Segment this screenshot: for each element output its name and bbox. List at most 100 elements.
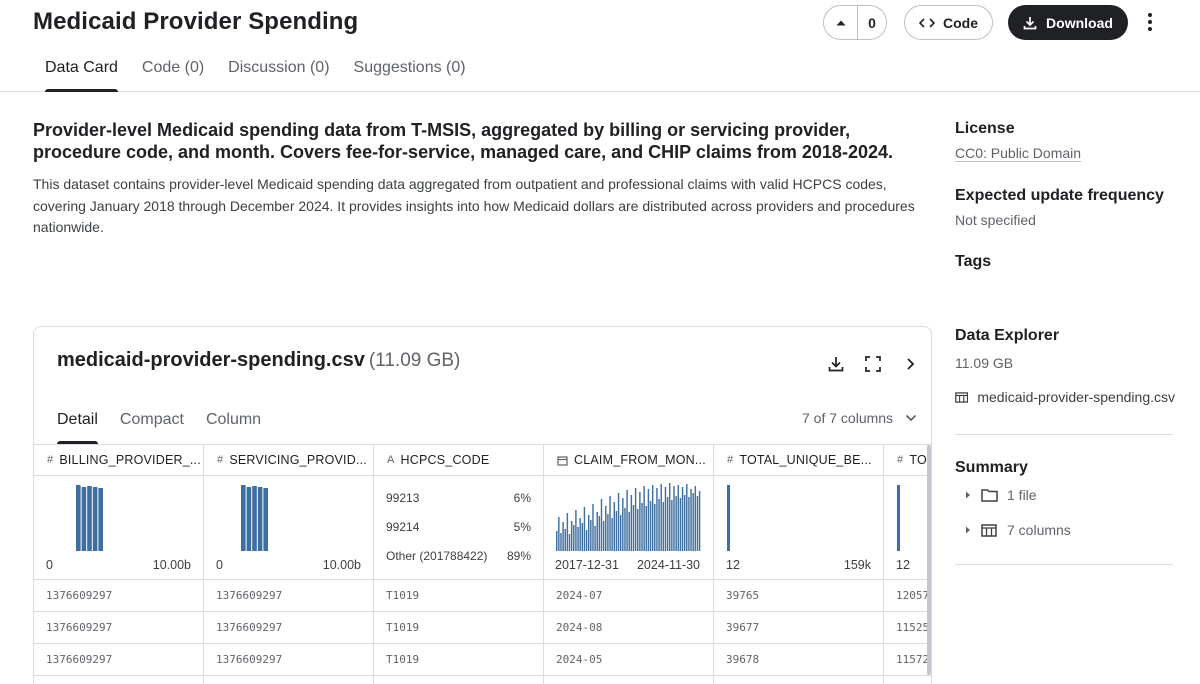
- top-value-percent: 5%: [513, 520, 531, 534]
- summary-columns-row[interactable]: 7 columns: [955, 519, 1071, 541]
- column-name: SERVICING_PROVID...: [229, 453, 367, 467]
- tab-suggestions[interactable]: Suggestions (0): [353, 59, 466, 76]
- dataset-subtitle: Provider-level Medicaid spending data fr…: [33, 120, 893, 162]
- table-cell: T1019: [374, 612, 543, 644]
- histogram-bar: [594, 526, 596, 551]
- summary-columns: 7 columns: [1007, 522, 1071, 538]
- page-tabs: Data Card Code (0) Discussion (0) Sugges…: [33, 58, 478, 92]
- columns-icon: [981, 523, 997, 537]
- code-button[interactable]: Code: [904, 5, 993, 40]
- histogram-bar: [626, 490, 628, 551]
- histogram-bar: [666, 497, 669, 551]
- download-file-icon[interactable]: [824, 352, 848, 376]
- tab-code[interactable]: Code (0): [141, 59, 205, 76]
- download-button[interactable]: Download: [1008, 5, 1128, 40]
- histogram-bar: [690, 489, 692, 551]
- summary-files-row[interactable]: 1 file: [955, 484, 1037, 506]
- range-max: 2024-11-30: [636, 558, 700, 572]
- histogram-bar: [686, 484, 688, 551]
- histogram-bar: [658, 499, 660, 551]
- histogram-bar: [897, 485, 900, 551]
- column-header[interactable]: # SERVICING_PROVID...: [204, 445, 373, 476]
- explorer-file-item[interactable]: medicaid-provider-spending.csv: [955, 386, 1175, 408]
- range-min: 12: [896, 558, 910, 572]
- histogram-bar: [639, 492, 641, 551]
- column-header[interactable]: A HCPCS_CODE: [374, 445, 543, 476]
- histogram-bar: [651, 485, 654, 551]
- range-max: 159k: [843, 558, 871, 572]
- calendar-icon: [557, 455, 568, 466]
- number-type-icon: #: [897, 454, 904, 466]
- table-cell: T1019: [374, 580, 543, 612]
- column-name: BILLING_PROVIDER_...: [59, 453, 201, 467]
- tab-column[interactable]: Column: [205, 411, 262, 428]
- histogram-bar: [81, 487, 87, 551]
- column-name: CLAIM_FROM_MON...: [574, 453, 706, 467]
- histogram-chart: [727, 485, 730, 551]
- histogram-bar: [252, 486, 257, 551]
- table-cell: 2024-05: [544, 644, 713, 676]
- vote-count: 0: [868, 14, 876, 31]
- column-header[interactable]: # TOTAL_UNIQUE_BE...: [714, 445, 883, 476]
- table-cell: 1376609297: [34, 612, 203, 644]
- column-top-values: 99213 6% 99214 5% Other (201788422) 89%: [374, 476, 543, 580]
- histogram-bar: [692, 493, 694, 551]
- histogram-bar: [596, 512, 598, 551]
- histogram-bar: [570, 521, 573, 551]
- file-title: medicaid-provider-spending.csv (11.09 GB): [57, 349, 460, 372]
- divider: [34, 444, 931, 445]
- histogram-bar: [564, 529, 566, 551]
- range-min: 0: [46, 558, 53, 572]
- histogram-bar: [607, 514, 609, 551]
- column-header[interactable]: # TOTAL_: [884, 445, 932, 476]
- expand-icon[interactable]: [861, 352, 885, 376]
- histogram-bar: [679, 498, 682, 551]
- top-value-label: Other (201788422): [386, 549, 488, 563]
- chevron-down-icon: [905, 414, 917, 422]
- column-name: HCPCS_CODE: [400, 453, 490, 467]
- histogram-bar: [583, 507, 586, 551]
- column-name: TOTAL_: [909, 453, 932, 467]
- column-header[interactable]: CLAIM_FROM_MON...: [544, 445, 713, 476]
- upvote-control[interactable]: 0: [823, 5, 887, 40]
- histogram-bar: [98, 488, 103, 551]
- download-icon: [1023, 16, 1037, 29]
- table-cell: 1376609297: [204, 644, 373, 676]
- summary-files: 1 file: [1007, 487, 1037, 503]
- histogram-bar: [257, 487, 263, 551]
- table-scrollbar[interactable]: [927, 445, 931, 675]
- tab-discussion[interactable]: Discussion (0): [228, 59, 330, 76]
- histogram-bar: [92, 487, 98, 551]
- text-type-icon: A: [387, 454, 395, 466]
- histogram-bar: [660, 484, 662, 551]
- histogram-bar: [617, 493, 620, 551]
- top-value-percent: 6%: [513, 491, 531, 505]
- license-link[interactable]: CC0: Public Domain: [955, 145, 1082, 161]
- column-header[interactable]: # BILLING_PROVIDER_...: [34, 445, 203, 476]
- histogram-bar: [630, 495, 633, 551]
- dataset-description: This dataset contains provider-level Med…: [33, 176, 915, 235]
- histogram-bar: [675, 496, 677, 551]
- histogram-bar: [613, 502, 616, 551]
- table-cell: 1376609297: [34, 580, 203, 612]
- column-name: TOTAL_UNIQUE_BE...: [739, 453, 872, 467]
- table-column: # SERVICING_PROVID... 0 10.00b 1376609297…: [204, 445, 374, 684]
- histogram-bar: [581, 523, 584, 551]
- columns-selector[interactable]: 7 of 7 columns: [802, 410, 917, 426]
- triangle-up-icon: [836, 20, 845, 25]
- histogram-bar: [643, 486, 645, 551]
- more-options-icon[interactable]: [1140, 10, 1160, 34]
- update-frequency-heading: Expected update frequency: [955, 187, 1164, 204]
- histogram-bar: [624, 508, 626, 551]
- column-histogram: 2017-12-31 2024-11-30: [544, 476, 713, 580]
- chevron-right-icon[interactable]: [898, 352, 922, 376]
- histogram-bar: [609, 496, 611, 551]
- tab-detail[interactable]: Detail: [46, 407, 109, 444]
- tab-data-card[interactable]: Data Card: [33, 58, 130, 92]
- histogram-bar: [605, 506, 607, 551]
- tab-compact[interactable]: Compact: [119, 411, 184, 428]
- histogram-bar: [577, 527, 579, 551]
- upvote-button[interactable]: [824, 6, 858, 39]
- histogram-chart: [556, 483, 701, 551]
- top-bar: Medicaid Provider Spending 0 Code Downlo…: [0, 0, 1200, 92]
